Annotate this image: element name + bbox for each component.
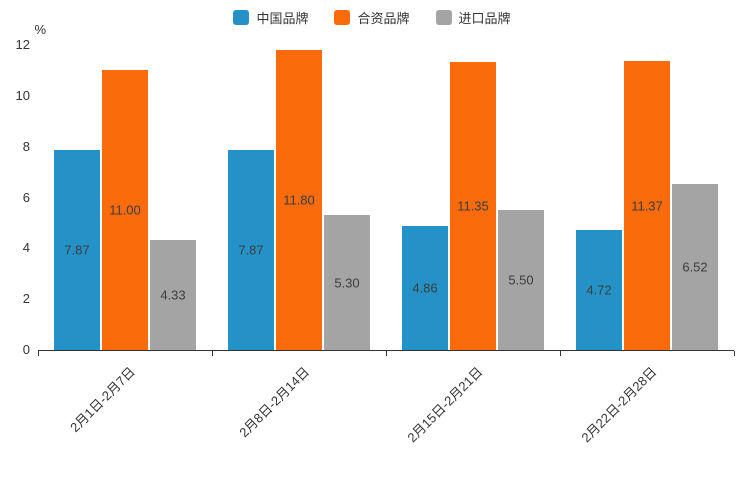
y-axis-tick-label: 12: [15, 37, 30, 52]
bar-value-label: 4.33: [160, 287, 186, 303]
legend-swatch-icon: [233, 10, 250, 25]
bar-1-2: 11.35: [450, 61, 496, 350]
bar-value-label: 11.37: [631, 198, 663, 213]
x-axis-tick-mark: [212, 351, 213, 356]
legend-item-label: 进口品牌: [458, 11, 511, 26]
y-axis-tick-label: 8: [22, 138, 30, 154]
y-axis-unit-label: %: [34, 22, 46, 37]
legend-item-1[interactable]: 合资品牌: [334, 8, 410, 27]
bar-value-label: 11.00: [109, 202, 141, 218]
bar-2-3: 6.52: [672, 184, 718, 350]
legend-swatch-icon: [334, 10, 351, 25]
y-axis-tick-label: 2: [22, 291, 30, 307]
y-axis-tick-label: 4: [22, 240, 30, 256]
x-axis-tick-mark: [734, 351, 735, 356]
x-axis-label: 2月1日-2月7日: [66, 364, 138, 436]
y-axis-tick-label: 6: [22, 189, 30, 205]
legend: 中国品牌 合资品牌 进口品牌: [0, 8, 744, 27]
x-axis-tick-mark: [38, 351, 39, 356]
x-axis-tick-mark: [560, 351, 561, 356]
bar-value-label: 7.87: [238, 242, 264, 258]
bar-1-0: 11.00: [102, 70, 148, 350]
bar-value-label: 5.50: [508, 272, 534, 288]
x-axis-label: 2月8日-2月14日: [235, 364, 312, 441]
bar-1-1: 11.80: [276, 50, 322, 350]
bar-value-label: 6.52: [682, 259, 708, 275]
legend-item-label: 中国品牌: [256, 11, 309, 26]
bar-2-2: 5.50: [498, 210, 544, 350]
x-axis-label: 2月22日-2月28日: [578, 364, 660, 446]
bar-value-label: 7.87: [64, 242, 90, 258]
bar-0-2: 4.86: [402, 226, 448, 350]
bar-2-1: 5.30: [324, 215, 370, 350]
bar-1-3: 11.37: [624, 61, 670, 350]
bar-value-label: 11.35: [457, 198, 489, 214]
y-axis-tick-label: 0: [22, 342, 30, 357]
x-axis-tick-mark: [386, 351, 387, 356]
legend-item-2[interactable]: 进口品牌: [435, 8, 511, 27]
bar-value-label: 4.72: [586, 282, 612, 298]
bar-2-0: 4.33: [150, 239, 196, 350]
legend-item-label: 合资品牌: [357, 11, 410, 26]
plot-area: 7.87 7.87 4.86 4.72 11.00 11.80 11.35 11.37 4.33…: [38, 45, 734, 351]
legend-item-0[interactable]: 中国品牌: [233, 8, 308, 27]
bar-value-label: 11.80: [283, 192, 315, 208]
bar-0-0: 7.87: [54, 149, 100, 350]
bar-0-3: 4.72: [576, 230, 622, 350]
y-axis-tick-label: 10: [15, 87, 30, 103]
legend-swatch-icon: [435, 10, 452, 25]
bar-value-label: 5.30: [334, 275, 360, 291]
bar-0-1: 7.87: [228, 149, 274, 350]
bar-value-label: 4.86: [412, 280, 438, 296]
x-axis-label: 2月15日-2月21日: [404, 364, 486, 446]
